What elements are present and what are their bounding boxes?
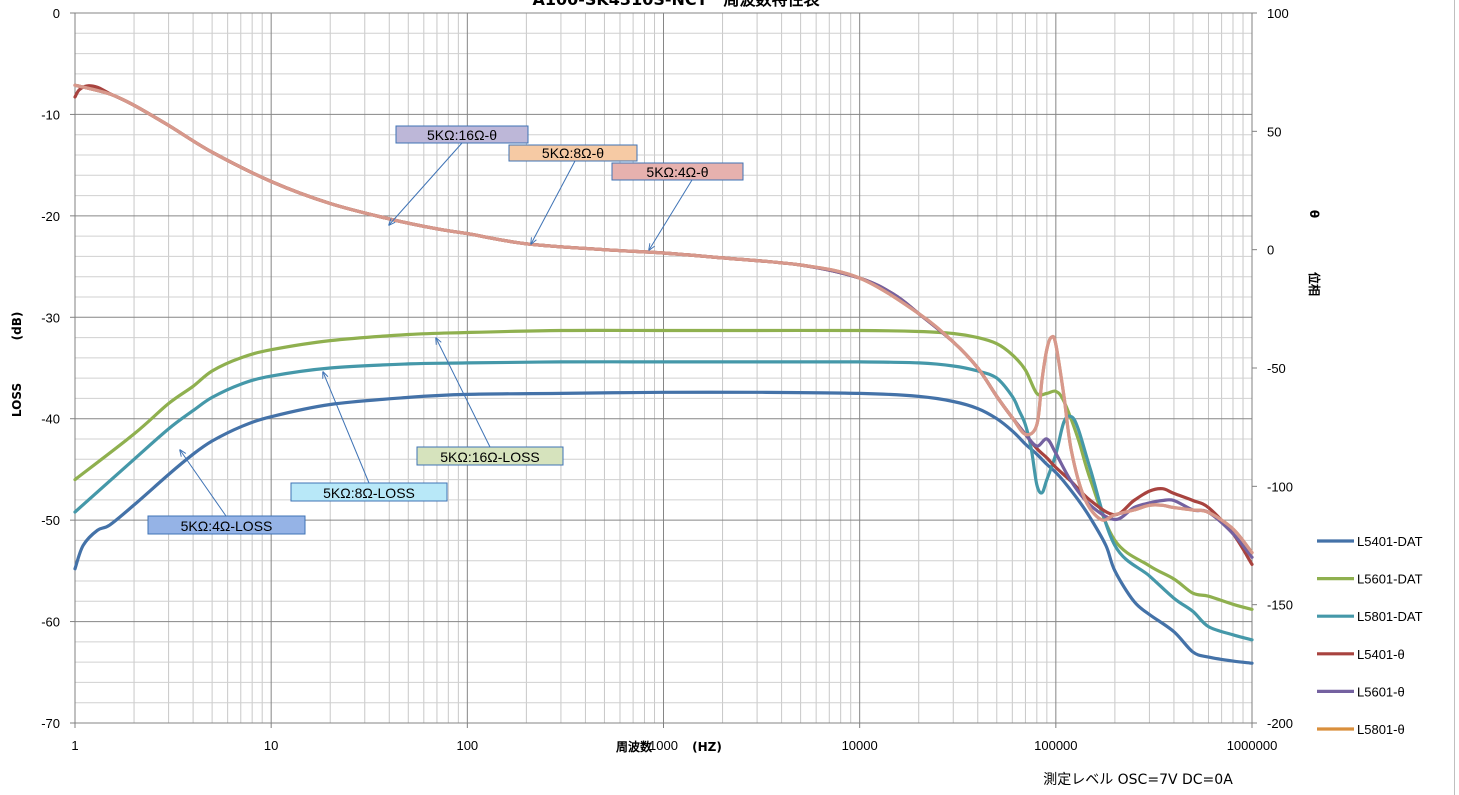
y2-tick-label: 50 (1267, 124, 1281, 139)
chart-grid (74, 12, 1253, 724)
annotation-arrow (649, 179, 693, 250)
legend-label: L5401-DAT (1357, 534, 1423, 549)
y-tick-label: -30 (41, 310, 60, 325)
x-axis-ticks: 1 10 100 1000 10000 100000 1000000 (71, 723, 1277, 753)
annotation-label: 5KΩ:4Ω-θ (646, 164, 708, 180)
x-tick-label: 1000000 (1227, 738, 1278, 753)
annotation-label: 5KΩ:16Ω-LOSS (440, 449, 540, 465)
annotation-arrow (180, 450, 227, 517)
annotation-label: 5KΩ:16Ω-θ (427, 127, 497, 143)
y2-axis-unit: θ (1307, 210, 1321, 218)
x-tick-label: 100000 (1034, 738, 1077, 753)
annotation-box (395, 125, 529, 144)
x-tick-label: 10 (264, 738, 278, 753)
x-tick-label: 1000 (649, 738, 678, 753)
y2-tick-label: 0 (1267, 243, 1274, 258)
legend-label: L5801-DAT (1357, 609, 1423, 624)
annotation-box (290, 482, 448, 502)
y-tick-label: -20 (41, 209, 60, 224)
annotation-label: 5KΩ:8Ω-LOSS (323, 485, 415, 501)
y-axis-ticks: 0 -10 -20 -30 -40 -50 -60 -70 (41, 6, 75, 731)
legend-label: L5601-DAT (1357, 572, 1423, 587)
y-axis-unit: (dB) (10, 312, 24, 341)
legend-label: L5801-θ (1357, 722, 1405, 737)
series-line-overlay (73, 83, 1254, 555)
legend-label: L5601-θ (1357, 684, 1405, 699)
chart-title: A100-SK4310S-NCT 周波数特性表 (532, 0, 820, 9)
y2-tick-label: -150 (1267, 598, 1293, 613)
annotation-box (147, 515, 306, 535)
x-axis-unit: (HZ) (692, 740, 722, 754)
legend-label: L5401-θ (1357, 647, 1405, 662)
annotation-arrow (436, 338, 491, 448)
x-tick-label: 1 (71, 738, 78, 753)
frame-border (1454, 0, 1455, 795)
y-tick-label: 0 (53, 6, 60, 21)
measurement-note: 測定レベル OSC=7V DC=0A (1043, 772, 1233, 788)
annotation-label: 5KΩ:8Ω-θ (542, 145, 604, 161)
x-tick-label: 10000 (842, 738, 878, 753)
annotation-arrow (323, 372, 370, 484)
legend: L5401-DAT L5601-DAT L5801-DAT L5401-θ L5601-… (1317, 534, 1423, 737)
series-lines (73, 83, 1254, 665)
annotation-label: 5KΩ:4Ω-LOSS (181, 518, 273, 534)
x-axis-label: 周波数 (616, 739, 653, 754)
y-tick-label: -60 (41, 615, 60, 630)
annotation-arrow (531, 160, 576, 244)
y-tick-label: -70 (41, 716, 60, 731)
annotation-box (611, 162, 744, 181)
y2-axis-label: 位相 (1307, 272, 1322, 296)
annotations: 5KΩ:16Ω-θ 5KΩ:8Ω-θ 5KΩ:4Ω-θ 5KΩ:16Ω-LOSS 5KΩ… (147, 125, 744, 535)
series-line-L5601-DAT (73, 328, 1254, 611)
y-tick-label: -50 (41, 513, 60, 528)
annotation-arrow (389, 142, 463, 225)
x-tick-label: 100 (456, 738, 478, 753)
y2-axis-ticks: 100 50 0 -50 -100 -150 -200 (1252, 6, 1293, 731)
y-tick-label: -40 (41, 412, 60, 427)
y2-tick-label: -100 (1267, 479, 1293, 494)
annotation-box (508, 144, 638, 162)
series-line-L5801-DAT (73, 360, 1254, 642)
y2-tick-label: 100 (1267, 6, 1289, 21)
y-axis-label: LOSS (10, 383, 24, 417)
series-line-L5401-DAT (73, 390, 1254, 665)
annotation-box (416, 446, 564, 466)
y-tick-label: -10 (41, 107, 60, 122)
y2-tick-label: -200 (1267, 716, 1293, 731)
y2-tick-label: -50 (1267, 361, 1286, 376)
